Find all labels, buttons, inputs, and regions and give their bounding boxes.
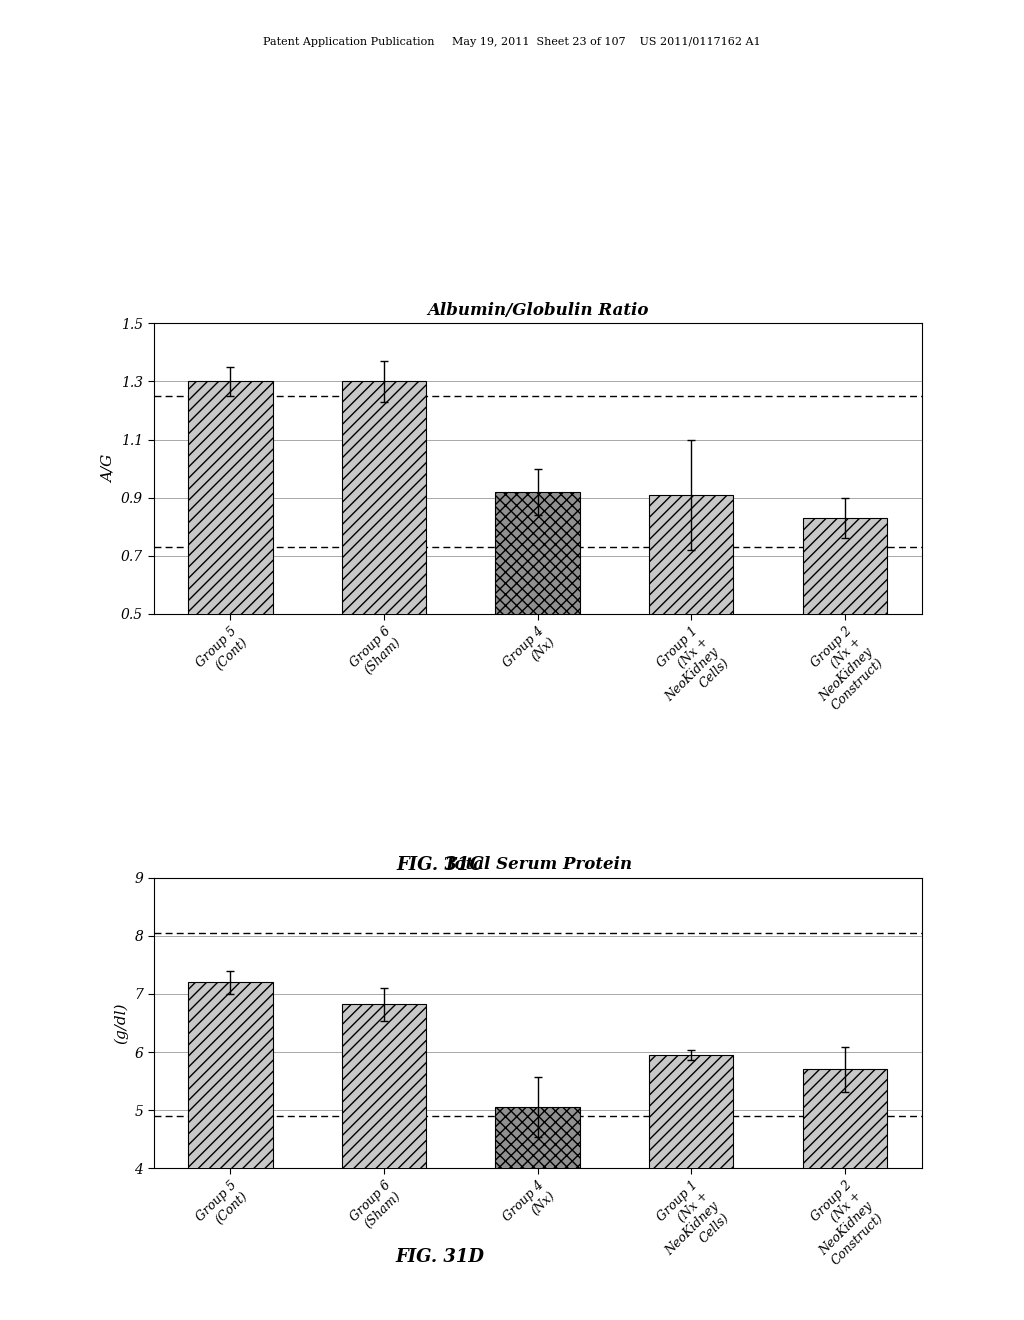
Bar xyxy=(649,1055,733,1320)
Bar xyxy=(496,1107,580,1320)
Title: Albumin/Globulin Ratio: Albumin/Globulin Ratio xyxy=(427,302,648,319)
Bar xyxy=(342,381,426,759)
Bar xyxy=(188,982,272,1320)
Bar xyxy=(496,492,580,759)
Y-axis label: (g/dl): (g/dl) xyxy=(115,1002,129,1044)
Text: FIG. 31D: FIG. 31D xyxy=(396,1247,484,1266)
Y-axis label: A/G: A/G xyxy=(101,454,116,483)
Text: FIG. 31C: FIG. 31C xyxy=(396,855,484,874)
Title: Total Serum Protein: Total Serum Protein xyxy=(443,857,632,874)
Bar xyxy=(188,381,272,759)
Text: Patent Application Publication     May 19, 2011  Sheet 23 of 107    US 2011/0117: Patent Application Publication May 19, 2… xyxy=(263,37,761,48)
Bar xyxy=(649,495,733,759)
Bar xyxy=(803,1069,887,1320)
Bar xyxy=(342,1005,426,1320)
Bar xyxy=(803,517,887,759)
